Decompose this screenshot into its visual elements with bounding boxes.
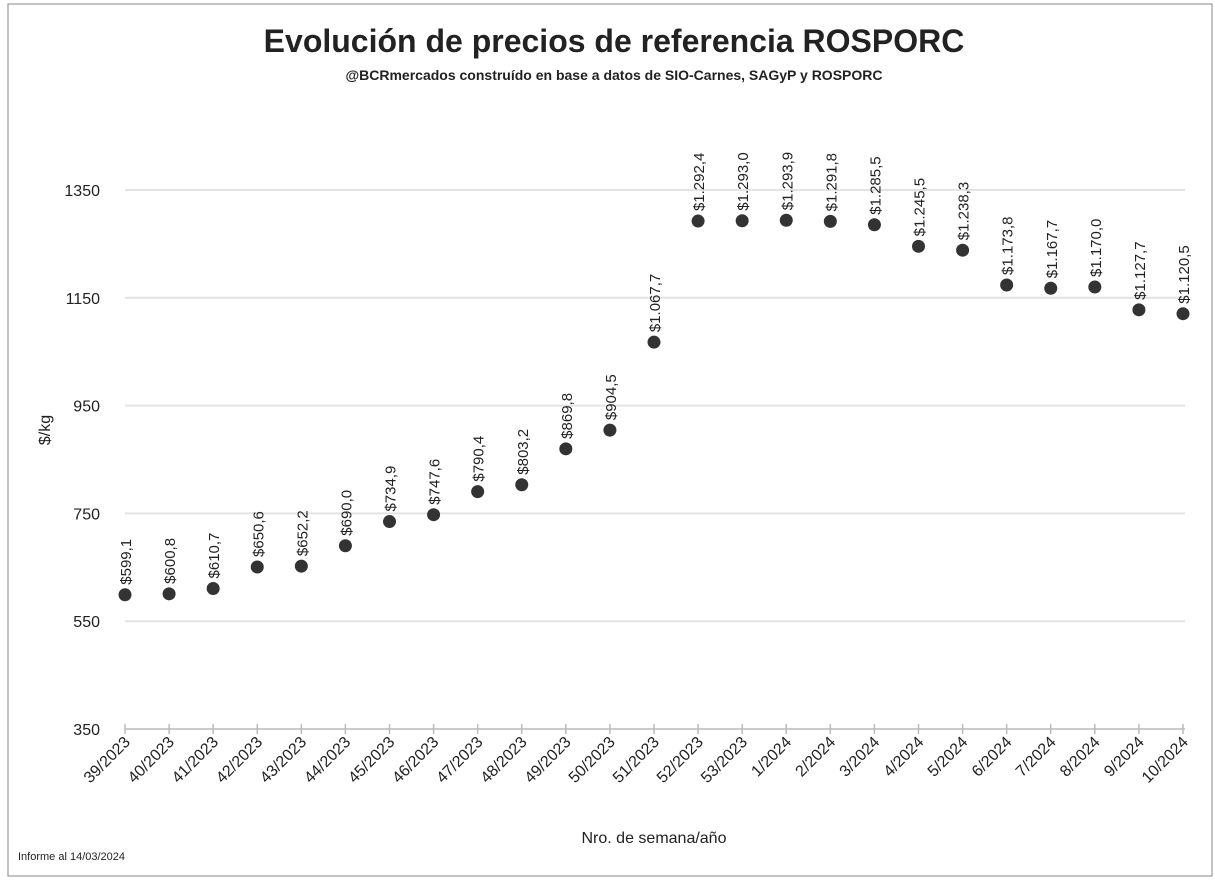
data-label: $690,0 [338, 490, 355, 536]
marker [1176, 307, 1190, 321]
data-label: $1.173,8 [1000, 217, 1017, 275]
marker [647, 335, 661, 349]
marker [603, 423, 617, 437]
marker [1132, 303, 1146, 317]
data-label: $1.245,5 [912, 178, 929, 236]
y-tick-label: 350 [73, 722, 100, 739]
data-label: $1.167,7 [1044, 220, 1061, 278]
data-label: $869,8 [559, 393, 576, 439]
y-tick-label: 550 [73, 614, 100, 631]
data-label: $1.127,7 [1132, 241, 1149, 299]
marker [162, 587, 176, 601]
data-label: $1.293,9 [779, 152, 796, 210]
y-tick-label: 1150 [66, 291, 101, 308]
data-label: $1.285,5 [867, 156, 884, 214]
data-label: $1.293,0 [735, 152, 752, 210]
data-label: $734,9 [383, 466, 400, 512]
data-label: $904,5 [603, 374, 620, 420]
marker [912, 239, 925, 253]
footnote: Informe al 14/03/2024 [18, 851, 125, 863]
data-label: $1.170,0 [1088, 219, 1105, 277]
y-tick-label: 950 [73, 399, 100, 416]
marker [250, 560, 264, 574]
data-label: $803,2 [515, 429, 532, 475]
marker [294, 559, 308, 573]
data-label: $650,6 [250, 511, 267, 557]
marker [691, 214, 705, 228]
marker [735, 214, 749, 228]
marker [515, 478, 529, 492]
marker [1000, 278, 1014, 292]
data-label: $600,8 [162, 538, 179, 584]
chart-subtitle: @BCRmercados construído en base a datos … [346, 67, 883, 83]
marker [1088, 280, 1102, 294]
marker [471, 485, 485, 499]
marker [383, 515, 396, 529]
data-label: $1.238,3 [956, 182, 973, 240]
chart-title: Evolución de precios de referencia ROSPO… [264, 23, 965, 59]
data-label: $790,4 [471, 436, 488, 482]
data-label: $1.292,4 [691, 153, 708, 211]
y-tick-label: 750 [73, 506, 100, 523]
data-label: $1.291,8 [823, 153, 840, 211]
data-label: $1.120,5 [1176, 245, 1193, 303]
x-axis-label: Nro. de semana/año [582, 830, 727, 847]
data-label: $610,7 [206, 533, 223, 579]
marker [1044, 281, 1058, 295]
data-label: $1.067,7 [647, 274, 664, 332]
data-label: $599,1 [118, 539, 135, 585]
marker [206, 581, 220, 595]
marker [823, 214, 837, 228]
y-tick-label: 1350 [64, 183, 100, 200]
y-axis-label: $/kg [37, 415, 54, 445]
marker [867, 218, 881, 232]
marker [427, 508, 441, 522]
marker [559, 442, 573, 456]
marker [779, 213, 793, 227]
marker [118, 588, 132, 602]
marker [338, 539, 352, 553]
marker [956, 243, 970, 257]
data-label: $652,2 [294, 510, 311, 556]
data-label: $747,6 [427, 459, 444, 505]
